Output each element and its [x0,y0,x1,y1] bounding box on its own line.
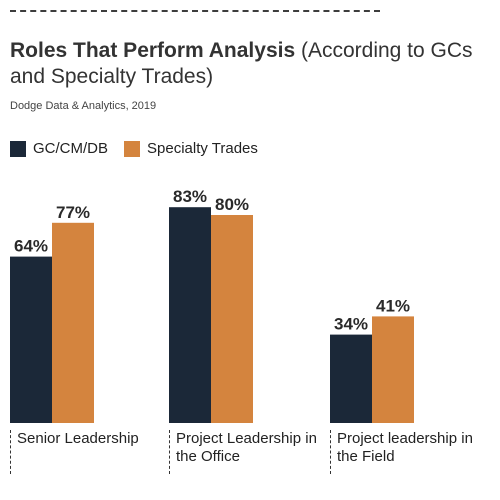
bar-trades-project-leadership-office [211,215,253,423]
data-label-gc-senior-leadership: 64% [14,237,48,256]
data-label-gc-project-leadership-field: 34% [334,315,368,334]
legend-swatch-trades [124,140,140,157]
legend-item-trades: Specialty Trades [124,140,258,157]
legend-label-trades: Specialty Trades [147,140,258,157]
data-label-trades-project-leadership-field: 41% [376,296,410,315]
category-label-senior-leadership: Senior Leadership [10,430,167,474]
chart-title-bold: Roles That Perform Analysis [10,39,296,62]
bar-trades-senior-leadership [52,222,94,423]
bar-gc-senior-leadership [10,256,52,423]
data-label-trades-senior-leadership: 77% [56,203,90,222]
legend-label-gc: GC/CM/DB [33,140,108,157]
data-label-trades-project-leadership-office: 80% [215,195,249,214]
category-label-project-leadership-office: Project Leadership in the Office [169,430,326,474]
top-dashed-rule [10,10,380,12]
category-label-project-leadership-field: Project leadership in the Field [330,430,487,474]
data-label-gc-project-leadership-office: 83% [173,187,207,206]
legend: GC/CM/DB Specialty Trades [10,140,274,157]
bar-gc-project-leadership-field [330,334,372,423]
source-note: Dodge Data & Analytics, 2019 [10,100,157,112]
legend-swatch-gc [10,140,26,157]
chart-title-rest: (According to GCs and Specialty Trades) [10,39,473,88]
chart-title: Roles That Perform Analysis (According t… [10,38,494,90]
legend-item-gc: GC/CM/DB [10,140,108,157]
bar-gc-project-leadership-office [169,207,211,423]
bar-trades-project-leadership-field [372,316,414,423]
